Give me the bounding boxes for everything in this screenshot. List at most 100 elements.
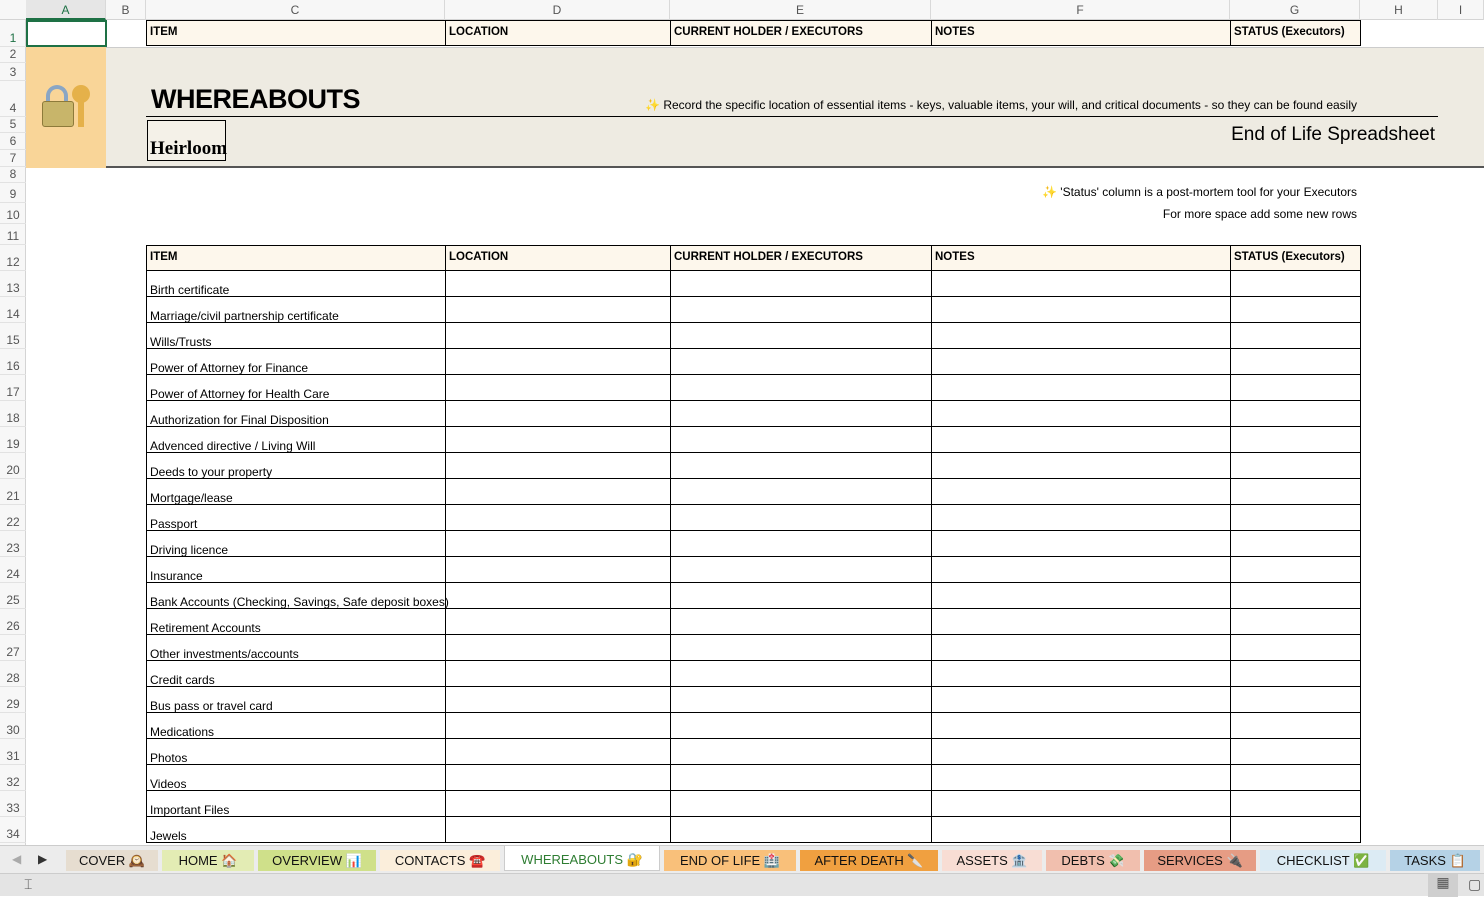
normal-view-icon[interactable]: ▦ bbox=[1428, 874, 1458, 897]
table-cell[interactable] bbox=[931, 271, 1231, 297]
item-cell[interactable]: Videos bbox=[146, 765, 446, 791]
table-cell[interactable] bbox=[445, 479, 671, 505]
table-cell[interactable] bbox=[1230, 349, 1361, 375]
table-cell[interactable] bbox=[1230, 479, 1361, 505]
row-header[interactable]: 19 bbox=[0, 427, 26, 453]
item-cell[interactable]: Marriage/civil partnership certificate bbox=[146, 297, 446, 323]
table-cell[interactable] bbox=[1230, 765, 1361, 791]
column-header-H[interactable]: H bbox=[1360, 0, 1438, 20]
macro-record-icon[interactable]: ⌶ bbox=[24, 876, 33, 892]
table-cell[interactable] bbox=[445, 661, 671, 687]
table-cell[interactable] bbox=[931, 375, 1231, 401]
sheet-tab-7[interactable]: ASSETS 🏦 bbox=[942, 850, 1042, 871]
table-cell[interactable] bbox=[1230, 531, 1361, 557]
table-cell[interactable] bbox=[670, 271, 932, 297]
item-cell[interactable]: Bank Accounts (Checking, Savings, Safe d… bbox=[146, 583, 449, 609]
table-cell[interactable] bbox=[931, 687, 1231, 713]
table-cell[interactable] bbox=[1230, 271, 1361, 297]
table-cell[interactable] bbox=[1230, 297, 1361, 323]
table-cell[interactable] bbox=[931, 635, 1231, 661]
item-cell[interactable]: Important Files bbox=[146, 791, 446, 817]
row-header[interactable]: 29 bbox=[0, 687, 26, 713]
table-cell[interactable] bbox=[1230, 401, 1361, 427]
item-cell[interactable]: Driving licence bbox=[146, 531, 446, 557]
row-header[interactable]: 9 bbox=[0, 183, 26, 203]
table-cell[interactable] bbox=[445, 609, 671, 635]
item-cell[interactable]: Credit cards bbox=[146, 661, 446, 687]
item-cell[interactable]: Bus pass or travel card bbox=[146, 687, 446, 713]
table-cell[interactable] bbox=[445, 713, 671, 739]
row-header[interactable]: 34 bbox=[0, 817, 26, 843]
prev-sheet-icon[interactable]: ◀ bbox=[12, 852, 22, 866]
table-cell[interactable] bbox=[670, 323, 932, 349]
table-cell[interactable] bbox=[445, 297, 671, 323]
table-cell[interactable] bbox=[1230, 323, 1361, 349]
table-cell[interactable] bbox=[931, 531, 1231, 557]
item-cell[interactable]: Medications bbox=[146, 713, 446, 739]
table-cell[interactable] bbox=[445, 765, 671, 791]
table-cell[interactable] bbox=[670, 713, 932, 739]
table-cell[interactable] bbox=[445, 817, 671, 843]
row-header[interactable]: 13 bbox=[0, 271, 26, 297]
next-sheet-icon[interactable]: ▶ bbox=[38, 852, 48, 866]
row-header[interactable]: 1 bbox=[0, 20, 26, 47]
table-cell[interactable] bbox=[445, 635, 671, 661]
table-cell[interactable] bbox=[1230, 739, 1361, 765]
sheet-tab-5[interactable]: END OF LIFE 🏥 bbox=[664, 850, 796, 871]
table-cell[interactable] bbox=[445, 401, 671, 427]
table-cell[interactable] bbox=[931, 609, 1231, 635]
table-cell[interactable] bbox=[670, 583, 932, 609]
row-header[interactable]: 12 bbox=[0, 245, 26, 271]
table-cell[interactable] bbox=[931, 765, 1231, 791]
item-cell[interactable]: Other investments/accounts bbox=[146, 635, 446, 661]
row-header[interactable]: 5 bbox=[0, 117, 26, 133]
row-header[interactable]: 27 bbox=[0, 635, 26, 661]
item-cell[interactable]: Deeds to your property bbox=[146, 453, 446, 479]
table-cell[interactable] bbox=[931, 323, 1231, 349]
sheet-tab-8[interactable]: DEBTS 💸 bbox=[1046, 850, 1140, 871]
table-cell[interactable] bbox=[1230, 453, 1361, 479]
column-header-I[interactable]: I bbox=[1438, 0, 1484, 20]
table-cell[interactable] bbox=[445, 791, 671, 817]
table-cell[interactable] bbox=[445, 323, 671, 349]
table-cell[interactable] bbox=[445, 349, 671, 375]
table-cell[interactable] bbox=[1230, 505, 1361, 531]
table-cell[interactable] bbox=[931, 713, 1231, 739]
table-cell[interactable] bbox=[931, 557, 1231, 583]
row-header[interactable]: 4 bbox=[0, 81, 26, 117]
sheet-tab-2[interactable]: OVERVIEW 📊 bbox=[258, 850, 376, 871]
table-cell[interactable] bbox=[670, 765, 932, 791]
table-cell[interactable] bbox=[445, 375, 671, 401]
table-cell[interactable] bbox=[670, 661, 932, 687]
row-header[interactable]: 26 bbox=[0, 609, 26, 635]
row-header[interactable]: 21 bbox=[0, 479, 26, 505]
item-cell[interactable]: Jewels bbox=[146, 817, 446, 843]
table-cell[interactable] bbox=[445, 739, 671, 765]
sheet-tab-6[interactable]: AFTER DEATH 🔪 bbox=[800, 850, 938, 871]
table-cell[interactable] bbox=[931, 505, 1231, 531]
item-cell[interactable]: Mortgage/lease bbox=[146, 479, 446, 505]
column-header-C[interactable]: C bbox=[146, 0, 445, 20]
table-cell[interactable] bbox=[931, 817, 1231, 843]
table-cell[interactable] bbox=[1230, 817, 1361, 843]
item-cell[interactable]: Photos bbox=[146, 739, 446, 765]
sheet-tab-4[interactable]: WHEREABOUTS 🔐 bbox=[504, 846, 660, 871]
table-cell[interactable] bbox=[670, 505, 932, 531]
table-cell[interactable] bbox=[670, 531, 932, 557]
table-cell[interactable] bbox=[1230, 427, 1361, 453]
row-header[interactable]: 22 bbox=[0, 505, 26, 531]
item-cell[interactable]: Insurance bbox=[146, 557, 446, 583]
sheet-tab-10[interactable]: CHECKLIST ✅ bbox=[1260, 850, 1386, 871]
row-header[interactable]: 20 bbox=[0, 453, 26, 479]
row-header[interactable]: 32 bbox=[0, 765, 26, 791]
row-header[interactable]: 2 bbox=[0, 47, 26, 63]
table-cell[interactable] bbox=[931, 349, 1231, 375]
table-cell[interactable] bbox=[931, 583, 1231, 609]
row-header[interactable]: 6 bbox=[0, 133, 26, 150]
row-header[interactable]: 33 bbox=[0, 791, 26, 817]
row-header[interactable]: 3 bbox=[0, 63, 26, 81]
table-cell[interactable] bbox=[931, 297, 1231, 323]
table-cell[interactable] bbox=[931, 427, 1231, 453]
item-cell[interactable]: Passport bbox=[146, 505, 446, 531]
table-cell[interactable] bbox=[445, 453, 671, 479]
